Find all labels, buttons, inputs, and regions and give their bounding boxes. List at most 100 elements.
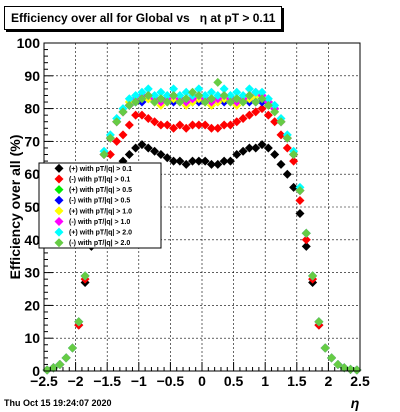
legend: (+) with pT/|q| > 0.1 (-) with pT/|q| > 0… [38,162,162,249]
legend-entry-label: (-) with pT/|q| > 0.5 [69,198,130,205]
data-point [112,117,122,127]
legend-entry-label: (-) with pT/|q| > 0.1 [69,176,130,183]
data-point [137,140,147,150]
data-point [282,133,292,143]
data-point [276,130,286,140]
data-point [295,209,305,219]
data-point [194,120,204,130]
data-point [270,150,280,160]
data-point [200,97,210,107]
data-point [270,117,280,127]
data-point [162,120,172,130]
data-point [188,120,198,130]
data-point [282,143,292,153]
data-point [74,317,84,327]
data-point [352,365,362,375]
data-point [181,123,191,133]
data-point [251,87,261,97]
data-point [200,90,210,100]
data-point [169,84,179,94]
data-point [181,87,191,97]
axis-ticks [43,42,361,372]
y-tick-label: 20 [24,297,40,313]
y-tick-label: 30 [24,265,40,281]
legend-marker [54,227,64,237]
data-point [213,77,223,87]
data-point [61,353,71,363]
data-point [143,84,153,94]
data-point [124,120,134,130]
legend-entry-label: (-) with pT/|q| > 2.0 [69,240,130,247]
legend-marker [54,185,64,195]
data-point [225,156,235,166]
data-point [143,90,153,100]
data-point [244,110,254,120]
legend-entry-label: (+) with pT/|q| > 0.1 [69,166,132,173]
data-point [263,110,273,120]
data-point [232,117,242,127]
data-point [181,94,191,104]
data-point [105,150,115,160]
data-point [257,140,267,150]
timestamp: Thu Oct 15 19:24:07 2020 [4,398,112,408]
data-point [251,107,261,117]
data-point [219,84,229,94]
data-point [289,150,299,160]
legend-marker [54,163,64,173]
data-point [131,110,141,120]
data-point [213,159,223,169]
x-tick-label: −2 [68,373,84,389]
data-point [244,143,254,153]
data-point [238,113,248,123]
data-point [327,353,337,363]
data-point [194,90,204,100]
data-point [156,87,166,97]
data-point [301,235,311,245]
y-tick-label: 50 [24,199,40,215]
data-point [131,90,141,100]
y-tick-label: 10 [24,330,40,346]
data-point [188,156,198,166]
data-point [244,90,254,100]
data-point [263,100,273,110]
data-point [270,100,280,110]
data-point [276,117,286,127]
data-point [131,97,141,107]
data-point [150,146,160,156]
data-point [295,195,305,205]
data-point [270,107,280,117]
data-point [124,150,134,160]
y-tick-label: 60 [24,166,40,182]
data-point [251,143,261,153]
data-point [225,120,235,130]
data-point [175,97,185,107]
y-tick-label: 70 [24,133,40,149]
data-point [225,90,235,100]
data-point [232,94,242,104]
data-point [251,97,261,107]
data-point [188,87,198,97]
legend-marker [54,238,64,248]
data-point [263,94,273,104]
data-point [200,120,210,130]
data-point [232,87,242,97]
x-tick-label: −1 [131,373,147,389]
data-point [238,146,248,156]
data-point [213,90,223,100]
data-point [206,87,216,97]
data-point [143,113,153,123]
x-tick-label: 2 [325,373,333,389]
data-point [238,90,248,100]
x-axis-title: η [351,395,360,411]
data-point [181,159,191,169]
data-point [219,90,229,100]
y-axis-title: Efficiency over all (%) [7,135,23,280]
data-point [282,169,292,179]
x-tick-label: 0.5 [224,373,244,389]
data-point [162,97,172,107]
data-point [169,156,179,166]
data-point [206,159,216,169]
data-point [320,343,330,353]
data-point [150,90,160,100]
